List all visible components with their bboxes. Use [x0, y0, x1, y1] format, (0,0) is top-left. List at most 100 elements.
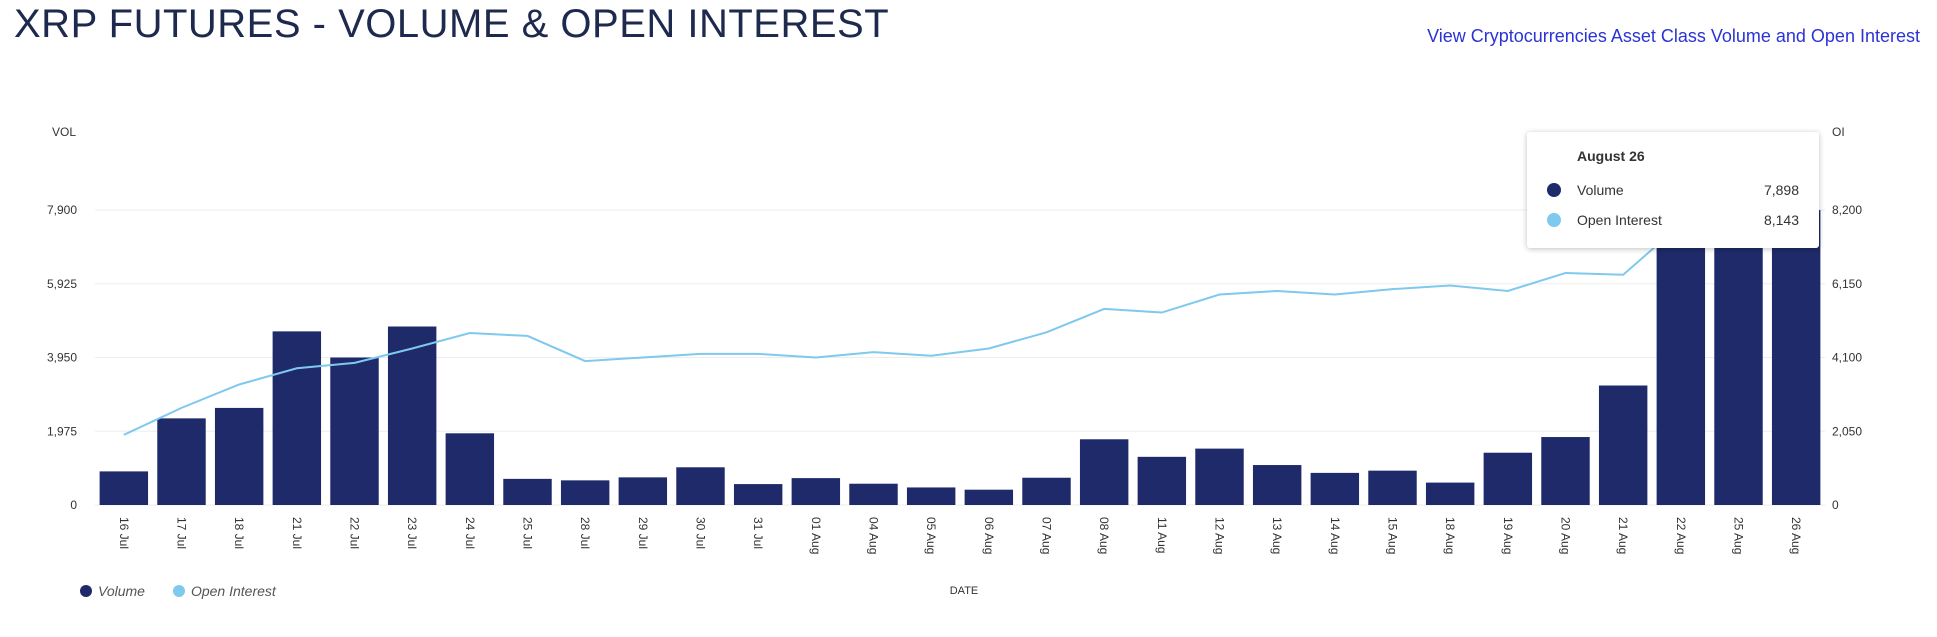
- legend-label-volume: Volume: [98, 583, 145, 599]
- volume-bar: [1310, 472, 1360, 505]
- volume-bar: [1483, 452, 1533, 505]
- x-tick-label: 08 Aug: [1097, 517, 1111, 554]
- x-tick-label: 26 Aug: [1789, 517, 1803, 554]
- right-axis-ticks: 0 2,050 4,100 6,150 8,200: [1832, 203, 1862, 512]
- x-tick-label: 18 Aug: [1443, 517, 1457, 554]
- grid-lines: [95, 209, 1825, 506]
- tooltip-oi-dot: [1547, 213, 1561, 227]
- tooltip-volume-dot: [1547, 183, 1561, 197]
- x-axis-ticks: 16 Jul 17 Jul 18 Jul 21 Jul 22 Jul 23 Jul 24 J…: [117, 517, 1803, 554]
- tooltip-oi-value: 8,143: [1763, 212, 1799, 228]
- volume-bar: [791, 478, 841, 505]
- volume-bar: [676, 467, 725, 505]
- volume-bar: [1195, 448, 1244, 505]
- x-tick-label: 04 Aug: [867, 517, 881, 554]
- x-tick-label: 23 Jul: [405, 517, 419, 549]
- tooltip-row-open-interest: Open Interest 8,143: [1547, 212, 1799, 228]
- volume-bar: [1771, 210, 1821, 505]
- x-tick-label: 14 Aug: [1328, 517, 1342, 554]
- volume-bar: [1656, 210, 1706, 505]
- legend-item-open-interest[interactable]: Open Interest: [172, 583, 276, 599]
- x-tick-label: 12 Aug: [1213, 517, 1227, 554]
- volume-bar: [733, 484, 783, 505]
- tooltip-volume-value: 7,898: [1763, 182, 1799, 198]
- tooltip-volume-label: Volume: [1577, 182, 1624, 198]
- volume-bar: [906, 487, 956, 505]
- chart-legend: Volume Open Interest: [80, 583, 276, 599]
- x-tick-label: 18 Jul: [232, 517, 246, 549]
- left-axis-ticks: 0 1,975 3,950 5,925 7,900: [47, 203, 77, 512]
- x-tick-label: 15 Aug: [1386, 517, 1400, 554]
- legend-label-open-interest: Open Interest: [190, 583, 276, 599]
- open-interest-legend-dot: [172, 585, 185, 597]
- right-tick-label: 0: [1832, 498, 1839, 512]
- volume-legend-dot: [80, 585, 92, 597]
- x-tick-label: 16 Jul: [117, 517, 131, 549]
- volume-bar: [1598, 385, 1648, 505]
- x-tick-label: 05 Aug: [924, 517, 938, 554]
- volume-bar: [272, 331, 322, 505]
- right-tick-label: 6,150: [1832, 277, 1862, 291]
- left-tick-label: 0: [70, 498, 77, 512]
- right-tick-label: 2,050: [1832, 424, 1862, 438]
- x-tick-label: 17 Jul: [175, 517, 189, 549]
- volume-bar: [1368, 470, 1417, 505]
- x-tick-label: 22 Jul: [348, 517, 362, 549]
- x-tick-label: 25 Jul: [521, 517, 535, 549]
- volume-bar: [503, 478, 552, 505]
- x-tick-label: 28 Jul: [578, 517, 592, 549]
- tooltip-date: August 26: [1577, 148, 1645, 164]
- volume-bar: [618, 477, 668, 505]
- left-axis-label: VOL: [52, 125, 76, 139]
- tooltip-row-volume: Volume 7,898: [1547, 182, 1799, 198]
- tooltip-oi-label: Open Interest: [1577, 212, 1662, 228]
- open-interest-line: [123, 211, 1797, 436]
- x-tick-label: 07 Aug: [1040, 517, 1054, 554]
- x-tick-label: 19 Aug: [1501, 517, 1515, 554]
- left-tick-label: 1,975: [47, 424, 77, 438]
- volume-bar: [1425, 482, 1475, 505]
- x-tick-label: 22 Aug: [1674, 517, 1688, 554]
- right-axis-label: OI: [1832, 125, 1845, 139]
- volume-bar: [1022, 477, 1071, 505]
- x-tick-label: 25 Aug: [1732, 517, 1746, 554]
- volume-bar: [1137, 456, 1187, 505]
- right-tick-label: 4,100: [1832, 351, 1862, 365]
- x-tick-label: 31 Jul: [751, 517, 765, 549]
- volume-bars: [99, 210, 1821, 505]
- volume-bar: [1252, 465, 1302, 505]
- x-tick-label: 11 Aug: [1155, 517, 1169, 553]
- left-tick-label: 3,950: [47, 351, 77, 365]
- volume-bar: [964, 489, 1014, 505]
- x-axis-label: DATE: [950, 585, 979, 597]
- volume-bar: [849, 483, 898, 505]
- volume-bar: [560, 480, 610, 505]
- legend-item-volume[interactable]: Volume: [80, 583, 145, 599]
- x-tick-label: 21 Aug: [1616, 517, 1630, 554]
- volume-bar: [445, 433, 495, 505]
- left-tick-label: 7,900: [47, 203, 77, 217]
- x-tick-label: 29 Jul: [636, 517, 650, 549]
- volume-bar: [214, 407, 264, 505]
- x-tick-label: 13 Aug: [1270, 517, 1284, 554]
- x-tick-label: 01 Aug: [809, 517, 823, 554]
- volume-bar: [330, 357, 379, 505]
- volume-bar: [1079, 439, 1129, 505]
- left-tick-label: 5,925: [47, 277, 77, 291]
- view-asset-class-link[interactable]: View Cryptocurrencies Asset Class Volume…: [1427, 26, 1920, 46]
- x-tick-label: 30 Jul: [694, 517, 708, 549]
- x-tick-label: 21 Jul: [290, 517, 304, 549]
- chart-tooltip: August 26 Volume 7,898 Open Interest 8,1…: [1527, 132, 1819, 248]
- volume-bar: [99, 471, 149, 505]
- right-tick-label: 8,200: [1832, 203, 1862, 217]
- open-interest-line-group: [123, 211, 1797, 436]
- x-tick-label: 06 Aug: [982, 517, 996, 554]
- volume-bar: [157, 418, 206, 505]
- x-tick-label: 20 Aug: [1559, 517, 1573, 554]
- page-title: XRP FUTURES - VOLUME & OPEN INTEREST: [14, 2, 890, 46]
- volume-bar: [1714, 210, 1763, 505]
- volume-bar: [1541, 437, 1590, 505]
- x-tick-label: 24 Jul: [463, 517, 477, 549]
- volume-bar: [387, 326, 437, 505]
